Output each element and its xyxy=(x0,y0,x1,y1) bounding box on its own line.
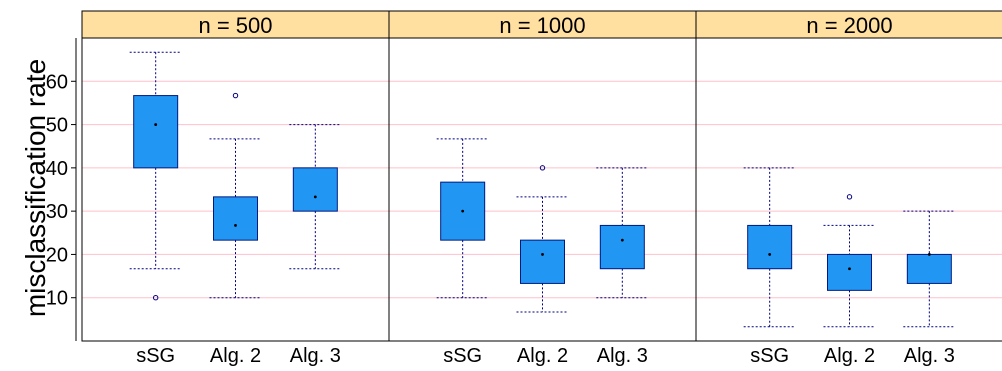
panels: n = 500 sSG Alg. 2 Alg. 3 n = 1000 sSG Alg. 2 A… xyxy=(81,10,1002,367)
box-ssg: sSG xyxy=(743,167,796,367)
panel-border xyxy=(695,37,1002,342)
iqr-box xyxy=(213,196,258,241)
box-alg-3: Alg. 3 xyxy=(289,124,342,367)
panel-1: n = 500 sSG Alg. 2 Alg. 3 xyxy=(81,10,390,367)
y-tick-label: 20 xyxy=(46,244,68,266)
x-tick-label: sSG xyxy=(443,345,482,367)
box-alg-2: Alg. 2 xyxy=(823,194,876,367)
panel-strip xyxy=(388,10,697,39)
x-tick-label: Alg. 3 xyxy=(597,345,648,367)
iqr-box xyxy=(906,253,952,284)
x-tick-label: sSG xyxy=(750,345,789,367)
outlier-point xyxy=(846,194,853,200)
median-dot xyxy=(620,238,624,242)
y-axis: 10 20 30 40 50 60 xyxy=(46,38,77,341)
iqr-box xyxy=(292,167,338,212)
iqr-box xyxy=(827,253,872,291)
y-tick-label: 60 xyxy=(46,71,68,93)
y-axis-title: misclassification rate xyxy=(20,59,51,317)
y-tick-label: 50 xyxy=(46,115,68,137)
panel-strip xyxy=(81,10,390,39)
panel-2: n = 1000 sSG Alg. 2 Alg. 3 xyxy=(388,10,697,367)
panel-label: n = 2000 xyxy=(806,13,892,38)
box-ssg: sSG xyxy=(436,138,489,367)
median-dot xyxy=(848,267,851,271)
y-tick-label: 40 xyxy=(46,158,68,180)
panel-strip xyxy=(695,10,1002,39)
outlier-point xyxy=(152,295,159,301)
outlier-point xyxy=(232,92,239,99)
median-dot xyxy=(541,253,544,256)
panel-label: n = 500 xyxy=(198,13,272,38)
box-alg-3: Alg. 3 xyxy=(596,167,649,367)
panel-label: n = 1000 xyxy=(499,13,585,38)
x-tick-label: sSG xyxy=(136,345,175,367)
y-tick-label: 30 xyxy=(46,201,68,223)
median-dot xyxy=(313,195,317,199)
panel-border xyxy=(81,37,390,342)
box-alg-2: Alg. 2 xyxy=(209,92,262,367)
box-alg-3: Alg. 3 xyxy=(903,210,956,367)
x-tick-label: Alg. 3 xyxy=(290,345,341,367)
y-tick-label: 10 xyxy=(46,288,68,310)
median-dot xyxy=(234,224,237,227)
box-alg-2: Alg. 2 xyxy=(516,165,569,367)
median-dot xyxy=(768,253,772,256)
x-tick-label: Alg. 2 xyxy=(210,345,261,367)
x-tick-label: Alg. 3 xyxy=(904,345,955,367)
median-dot xyxy=(154,123,158,126)
median-dot xyxy=(461,209,465,213)
iqr-box xyxy=(520,239,565,284)
iqr-box xyxy=(747,224,793,270)
iqr-box xyxy=(599,224,645,270)
outlier-point xyxy=(539,165,546,171)
iqr-box xyxy=(133,95,179,169)
x-tick-label: Alg. 2 xyxy=(517,345,568,367)
median-dot xyxy=(927,253,931,256)
panel-3: n = 2000 sSG Alg. 2 Alg. 3 xyxy=(695,10,1002,367)
box-ssg: sSG xyxy=(129,51,182,367)
x-tick-label: Alg. 2 xyxy=(824,345,875,367)
